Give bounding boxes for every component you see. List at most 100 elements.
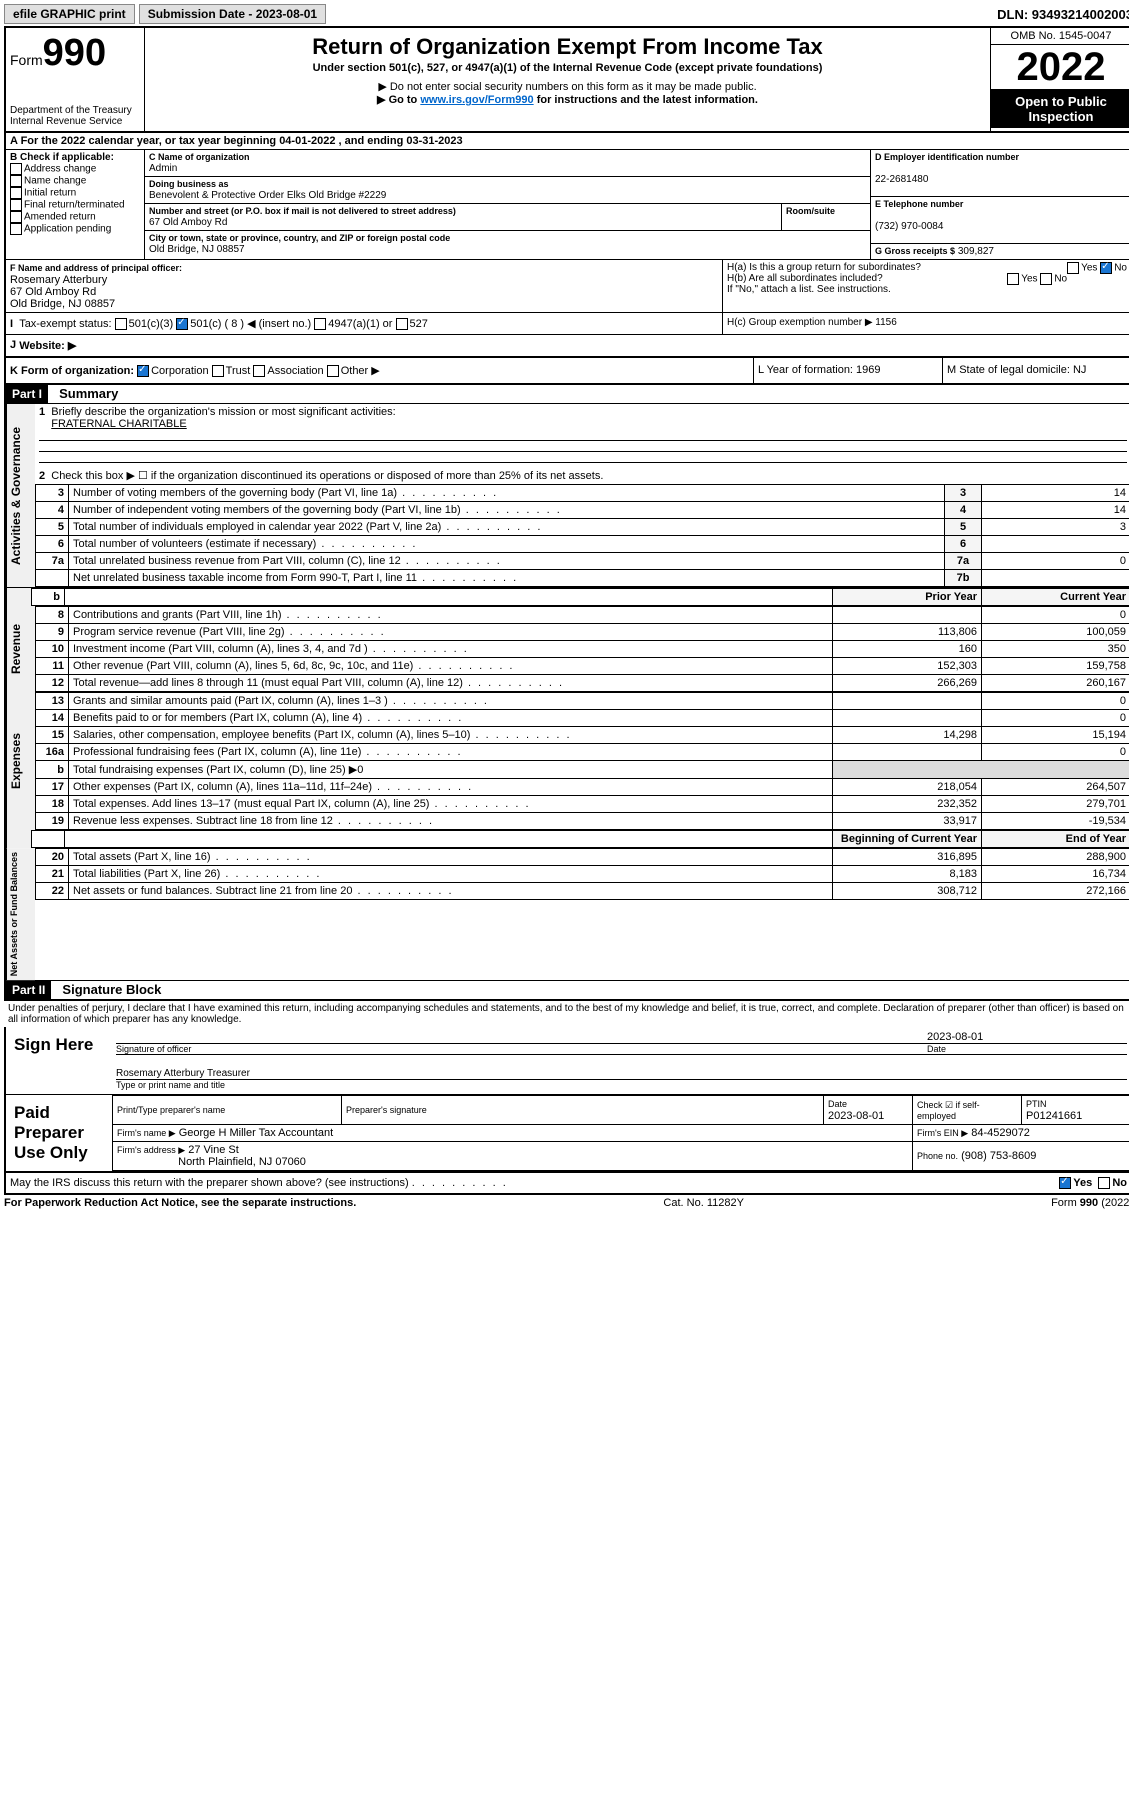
section-f: F Name and address of principal officer:… [6,260,723,312]
ptin-val: P01241661 [1026,1110,1082,1122]
opt-501c: 501(c) ( 8 ) ◀ (insert no.) [190,318,311,330]
part1-title: Summary [51,386,118,401]
prep-sig-label: Preparer's signature [346,1105,427,1115]
hc-label: H(c) Group exemption number ▶ 1156 [723,313,1129,334]
dept-treasury: Department of the Treasury Internal Reve… [10,105,140,127]
cb-other[interactable] [327,365,339,377]
opt-final: Final return/terminated [24,200,125,211]
city-label: City or town, state or province, country… [149,233,450,243]
line1-label: Briefly describe the organization's miss… [51,406,395,418]
officer-name: Rosemary Atterbury [10,274,107,286]
cb-527[interactable] [396,318,408,330]
opt-address: Address change [24,164,96,175]
cb-501c[interactable] [176,318,188,330]
f-label: F Name and address of principal officer: [10,263,182,273]
cb-initial[interactable] [10,187,22,199]
i-label: Tax-exempt status: [19,318,111,330]
cb-ha-yes[interactable] [1067,262,1079,274]
prep-date: 2023-08-01 [828,1110,884,1122]
line1-val: FRATERNAL CHARITABLE [51,418,187,430]
firm-phone-label: Phone no. [917,1151,958,1161]
footer-right: Form 990 (2022) [1051,1197,1129,1209]
no-label: No [1112,1177,1127,1189]
gross-label: G Gross receipts $ [875,246,955,256]
prep-date-label: Date [828,1099,847,1109]
section-gov: Activities & Governance [6,404,35,587]
spacer-b [6,588,31,606]
cb-hb-no[interactable] [1040,273,1052,285]
yes-label: Yes [1073,1177,1092,1189]
gov-table: 3Number of voting members of the governi… [35,484,1129,587]
cb-4947[interactable] [314,318,326,330]
irs-link[interactable]: www.irs.gov/Form990 [420,94,533,106]
opt-name: Name change [24,176,86,187]
h-note: If "No," attach a list. See instructions… [727,284,891,295]
c-name-label: C Name of organization [149,152,250,162]
cb-hb-yes[interactable] [1007,273,1019,285]
firm-ein-label: Firm's EIN ▶ [917,1128,968,1138]
footer-left: For Paperwork Reduction Act Notice, see … [4,1197,356,1209]
cb-amended[interactable] [10,211,22,223]
opt-corp: Corporation [151,365,208,377]
cb-final[interactable] [10,199,22,211]
opt-pending: Application pending [24,224,111,235]
exp-table: 13Grants and similar amounts paid (Part … [35,692,1129,830]
cb-corp[interactable] [137,365,149,377]
efile-btn[interactable]: efile GRAPHIC print [4,4,135,24]
cb-ha-no[interactable] [1100,262,1112,274]
section-i: I Tax-exempt status: 501(c)(3) 501(c) ( … [6,313,723,334]
phone-value: (732) 970-0084 [875,221,943,232]
cb-501c3[interactable] [115,318,127,330]
sig-officer-label: Signature of officer [116,1043,927,1054]
section-deg: D Employer identification number22-26814… [870,150,1129,259]
rev-table: 8Contributions and grants (Part VIII, li… [35,606,1129,692]
cb-assoc[interactable] [253,365,265,377]
form-id-box: Form990 Department of the Treasury Inter… [6,28,145,131]
goto-pre: ▶ Go to [377,94,420,106]
org-dba: Benevolent & Protective Order Elks Old B… [149,190,386,201]
firm-addr-label: Firm's address ▶ [117,1145,185,1155]
form-container: Form990 Department of the Treasury Inter… [4,26,1129,1001]
firm-name-label: Firm's name ▶ [117,1128,176,1138]
cb-trust[interactable] [212,365,224,377]
opt-other: Other ▶ [341,365,380,377]
cb-address[interactable] [10,163,22,175]
m-state: M State of legal domicile: NJ [943,358,1129,383]
form-title: Return of Organization Exempt From Incom… [151,34,984,60]
section-net: Net Assets or Fund Balances [6,848,35,980]
line2-text: Check this box ▶ ☐ if the organization d… [51,470,603,482]
ein-value: 22-2681480 [875,174,928,185]
paid-preparer: Paid Preparer Use Only [6,1095,112,1171]
dln: DLN: 93493214002003 [997,7,1129,22]
part2-title: Signature Block [54,982,161,997]
l-year: L Year of formation: 1969 [754,358,943,383]
cb-name[interactable] [10,175,22,187]
dba-label: Doing business as [149,179,229,189]
opt-assoc: Association [267,365,323,377]
cb-pending[interactable] [10,223,22,235]
ha-label: H(a) Is this a group return for subordin… [727,262,921,273]
net-table: 20Total assets (Part X, line 16)316,8952… [35,848,1129,900]
k-label: K Form of organization: [10,365,134,377]
opt-initial: Initial return [24,188,76,199]
opt-trust: Trust [226,365,251,377]
opt-4947: 4947(a)(1) or [328,318,392,330]
cb-discuss-no[interactable] [1098,1177,1110,1189]
part2-hdr: Part II [6,981,51,999]
officer-addr2: Old Bridge, NJ 08857 [10,298,115,310]
opt-527: 527 [410,318,428,330]
open-inspection: Open to Public Inspection [991,90,1129,128]
cb-discuss-yes[interactable] [1059,1177,1071,1189]
col-beg: Beginning of Current Year [833,831,982,848]
ptin-label: PTIN [1026,1099,1047,1109]
submission-btn[interactable]: Submission Date - 2023-08-01 [139,4,326,24]
section-k: K Form of organization: Corporation Trus… [6,358,754,383]
col-curr: Current Year [982,589,1129,606]
form-number: 990 [43,32,106,74]
section-exp: Expenses [6,692,35,830]
firm-addr: 27 Vine St [188,1144,239,1156]
section-rev: Revenue [6,606,35,692]
phone-label: E Telephone number [875,199,963,209]
firm-name: George H Miller Tax Accountant [179,1127,333,1139]
form-label: Form [10,52,43,68]
